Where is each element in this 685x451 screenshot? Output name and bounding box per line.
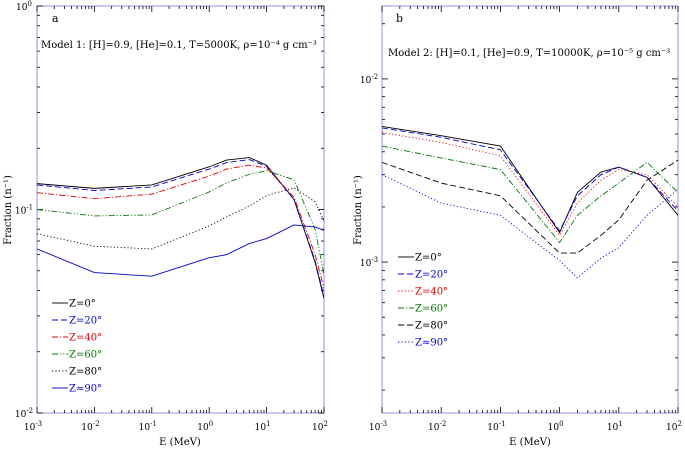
legend-entry: Z≈90° [69, 384, 102, 395]
series-line-2 [382, 132, 678, 237]
panel-b: b Model 2: [H]=0.1, [He]=0.9, T=10000K, … [353, 5, 682, 448]
panel-label-b: b [396, 12, 403, 25]
legend-entry: Z≈90° [415, 338, 448, 349]
series-line-1 [382, 127, 678, 232]
y-axis-label-a: Fraction (n⁻¹) [3, 175, 14, 245]
panel-a: a Model 1: [H]=0.9, [He]=0.1, T=5000K, ρ… [3, 0, 328, 448]
y-tick-label: 10-1 [15, 204, 33, 217]
y-tick-label: 100 [16, 0, 32, 13]
x-tick-label: 10-2 [81, 420, 99, 433]
x-tick-label: 102 [666, 420, 682, 433]
x-tick-label: 10-3 [369, 420, 387, 433]
legend-entry: Z=20° [69, 316, 102, 327]
series-line-0 [382, 126, 678, 234]
model-annotation-a: Model 1: [H]=0.9, [He]=0.1, T=5000K, ρ=1… [41, 40, 317, 51]
x-tick-label: 10-1 [139, 420, 157, 433]
series-line-1 [37, 159, 324, 297]
legend-entry: Z=20° [415, 270, 448, 281]
x-tick-label: 10-3 [24, 420, 42, 433]
model-annotation-b: Model 2: [H]=0.1, [He]=0.9, T=10000K, ρ=… [388, 48, 670, 59]
legend-entry: Z=0° [415, 253, 442, 264]
x-tick-label: 100 [548, 420, 564, 433]
series-line-5 [37, 224, 324, 277]
x-tick-label: 101 [607, 420, 623, 433]
x-tick-label: 101 [255, 420, 271, 433]
x-tick-label: 100 [197, 420, 213, 433]
legend-entry: Z=60° [415, 304, 448, 315]
legend-entry: Z=40° [69, 333, 102, 344]
series-line-4 [382, 159, 678, 254]
y-tick-label: 10-3 [360, 256, 378, 269]
y-axis-label-b: Fraction (n⁻¹) [353, 175, 364, 245]
x-tick-label: 10-1 [487, 420, 505, 433]
y-tick-label: 10-2 [15, 407, 33, 420]
legend-entry: Z=40° [415, 287, 448, 298]
series-line-4 [37, 187, 324, 250]
legend-entry: Z=60° [69, 350, 102, 361]
legend-entry: Z=0° [69, 299, 96, 310]
x-axis-label-b: E (MeV) [509, 437, 551, 448]
y-tick-label: 10-2 [360, 73, 378, 86]
series-line-0 [37, 157, 324, 299]
panel-label-a: a [52, 12, 59, 25]
x-axis-label-a: E (MeV) [159, 437, 201, 448]
x-tick-label: 10-2 [428, 420, 446, 433]
series-line-3 [382, 145, 678, 244]
plot-frame-b [381, 5, 679, 414]
legend-entry: Z=80° [69, 367, 102, 378]
series-line-3 [37, 170, 324, 275]
x-tick-label: 102 [312, 420, 328, 433]
legend-entry: Z=80° [415, 321, 448, 332]
series-line-5 [382, 174, 678, 279]
